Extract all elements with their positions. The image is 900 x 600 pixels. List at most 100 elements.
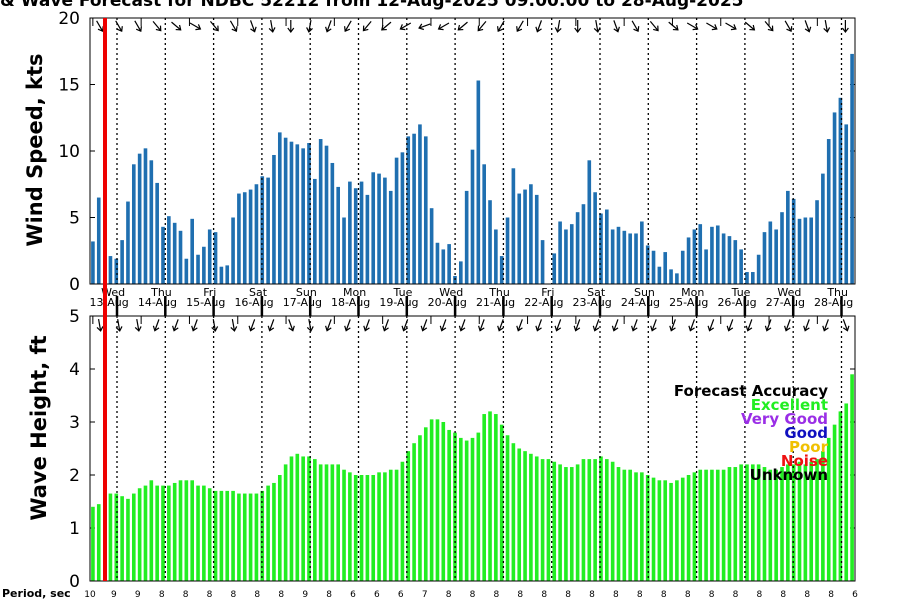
day-of-week-label: Tue [731, 286, 751, 299]
wave-bar [610, 461, 615, 581]
wave-direction-arrow-icon [96, 318, 104, 332]
wave-direction-arrow-icon [669, 319, 676, 332]
wave-bar [266, 485, 270, 581]
wave-direction-arrows [96, 318, 850, 332]
wave-bar [616, 467, 621, 581]
date-label: 28-Aug [814, 296, 853, 309]
period-value: 8 [804, 590, 810, 600]
day-of-week-label: Sat [587, 286, 606, 299]
wave-bar [739, 464, 743, 581]
wind-bar [459, 261, 463, 284]
wave-bar [149, 480, 154, 581]
wind-bar [435, 242, 440, 284]
wave-bar [190, 480, 194, 581]
wind-bar [108, 256, 113, 284]
day-labels: Wed13-AugThu14-AugFri15-AugSat16-AugSun1… [90, 286, 853, 316]
wind-bar [575, 212, 580, 284]
wave-direction-arrow-icon [497, 319, 504, 332]
wave-bar [178, 480, 183, 581]
period-value: 8 [828, 590, 834, 600]
period-value: 8 [637, 590, 643, 600]
date-label: 15-Aug [186, 296, 225, 309]
wave-bar [342, 469, 346, 581]
wave-direction-arrow-icon [764, 319, 772, 332]
wave-bar [219, 490, 224, 581]
wind-bar [131, 164, 136, 284]
wind-direction-arrow-icon [631, 20, 640, 33]
period-value: 6 [852, 590, 858, 600]
wind-bar [149, 160, 154, 284]
wind-direction-arrow-icon [725, 22, 737, 31]
period-value: 8 [517, 590, 523, 600]
wind-bar [809, 217, 814, 284]
wave-bar [733, 467, 738, 581]
wind-direction-arrow-icon [649, 21, 659, 32]
wind-bar [850, 53, 854, 284]
day-of-week-label: Thu [150, 286, 172, 299]
wave-bar [394, 469, 399, 581]
period-value: 8 [470, 590, 476, 600]
wind-bar [418, 124, 422, 285]
wind-direction-arrow-icon [268, 19, 276, 33]
wave-bar [423, 427, 428, 581]
wind-bar [774, 229, 778, 284]
wave-bar [260, 490, 265, 581]
wind-bar [348, 181, 352, 284]
date-label: 26-Aug [717, 296, 756, 309]
wind-bar [710, 226, 714, 284]
wind-direction-arrow-icon [784, 20, 793, 33]
period-values: 10 9 9 8 8 8 8 8 8 9 8 6 6 6 7 8 8 8 8 8 8 8 8 8 8 8 8 8 8 8 8 8 6 [84, 590, 858, 600]
wind-direction-arrows [96, 19, 849, 33]
wind-direction-arrow-icon [841, 20, 849, 33]
wind-y-tick-label: 15 [58, 76, 80, 96]
wave-bar [634, 472, 638, 581]
wave-direction-arrow-icon [325, 319, 332, 332]
wind-bar [844, 124, 849, 285]
wave-bar [143, 485, 148, 581]
wave-bar [815, 459, 819, 581]
wave-bar [663, 480, 668, 581]
wind-y-ticks: 0 5 10 15 20 [58, 9, 855, 295]
wave-bar [692, 472, 697, 581]
wave-bar [353, 475, 358, 581]
wave-direction-arrow-icon [248, 319, 256, 332]
wind-bar [534, 194, 539, 284]
wind-bar [780, 212, 784, 284]
wind-day-separators [92, 18, 843, 284]
wind-bar [663, 252, 668, 284]
wind-bar [464, 190, 469, 284]
wave-bar [751, 464, 755, 581]
wave-bar [313, 459, 317, 581]
wind-bar [167, 216, 171, 284]
period-value: 8 [446, 590, 452, 600]
period-value: 8 [326, 590, 332, 600]
wind-bar [172, 222, 177, 284]
wave-bar [213, 490, 218, 581]
wind-bar [791, 198, 796, 284]
wind-bar [715, 225, 720, 284]
wave-bar [114, 493, 119, 581]
period-value: 8 [207, 590, 213, 600]
wave-bar [564, 467, 568, 581]
wind-direction-arrow-icon [134, 20, 142, 33]
wind-bar [616, 226, 621, 284]
wave-direction-arrow-icon [363, 319, 370, 332]
wind-bar [581, 204, 586, 284]
wave-bar [832, 424, 837, 581]
wind-bar [330, 162, 335, 284]
wave-bar [482, 414, 486, 581]
wave-direction-arrow-icon [822, 319, 829, 332]
wind-direction-arrow-icon [306, 19, 313, 33]
date-label: 24-Aug [621, 296, 660, 309]
wave-direction-arrow-icon [516, 319, 523, 332]
period-value: 10 [84, 590, 96, 600]
wave-bar [698, 469, 703, 581]
legend-item-excellent: Excellent [751, 396, 828, 414]
wind-direction-arrow-icon [96, 20, 104, 33]
date-label: 18-Aug [331, 296, 370, 309]
wind-bar [727, 236, 732, 284]
wave-bar [593, 459, 597, 581]
wind-bar [207, 229, 212, 284]
wind-bar [248, 189, 253, 284]
